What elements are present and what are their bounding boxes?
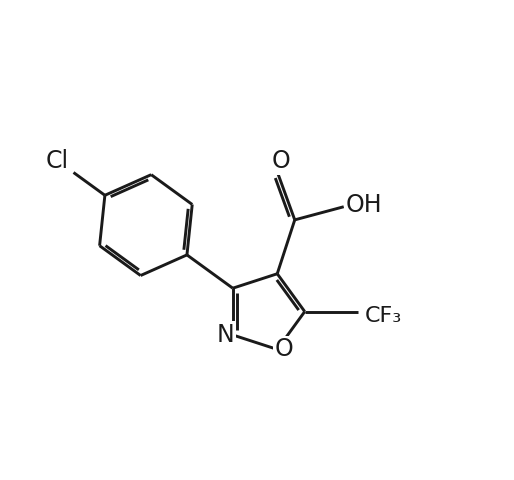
Text: CF₃: CF₃ xyxy=(364,306,402,325)
Text: Cl: Cl xyxy=(46,149,69,173)
Text: OH: OH xyxy=(346,193,383,217)
Text: N: N xyxy=(217,323,234,347)
Text: O: O xyxy=(272,149,291,173)
Text: O: O xyxy=(275,337,294,361)
